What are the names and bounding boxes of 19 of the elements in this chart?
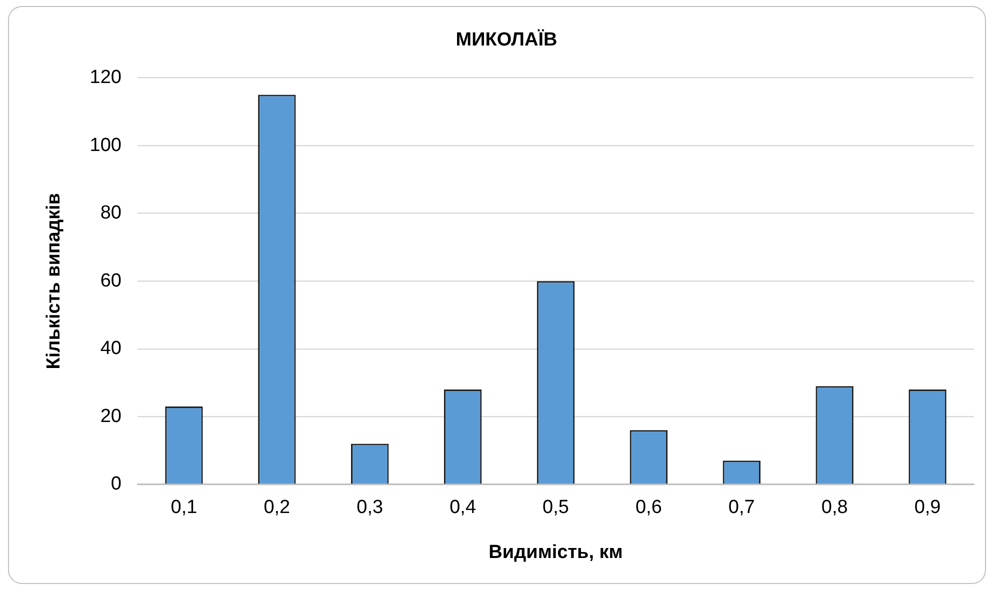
- y-tick-label: 60: [100, 270, 122, 292]
- chart-title: МИКОЛАЇВ: [456, 28, 558, 51]
- x-tick-label: 0,9: [914, 497, 941, 518]
- y-tick-label: 100: [90, 134, 122, 156]
- x-tick-label: 0,1: [170, 497, 198, 518]
- y-tick-label: 20: [100, 406, 122, 427]
- y-axis-title: Кількість випадків: [44, 193, 65, 370]
- x-tick-label: 0,8: [821, 497, 848, 518]
- x-tick-label: 0,5: [542, 497, 569, 518]
- x-tick-label: 0,4: [450, 497, 476, 518]
- y-tick-label: 0: [110, 474, 122, 495]
- x-tick-label: 0,7: [728, 497, 755, 518]
- x-tick-label: 0,3: [356, 497, 384, 518]
- x-tick-label: 0,2: [264, 497, 290, 518]
- x-tick-label: 0,6: [635, 497, 662, 518]
- y-tick-label: 40: [100, 338, 122, 360]
- y-tick-label: 120: [90, 67, 122, 88]
- y-tick-label: 80: [100, 202, 122, 224]
- x-axis-title: Видимість, км: [488, 542, 623, 563]
